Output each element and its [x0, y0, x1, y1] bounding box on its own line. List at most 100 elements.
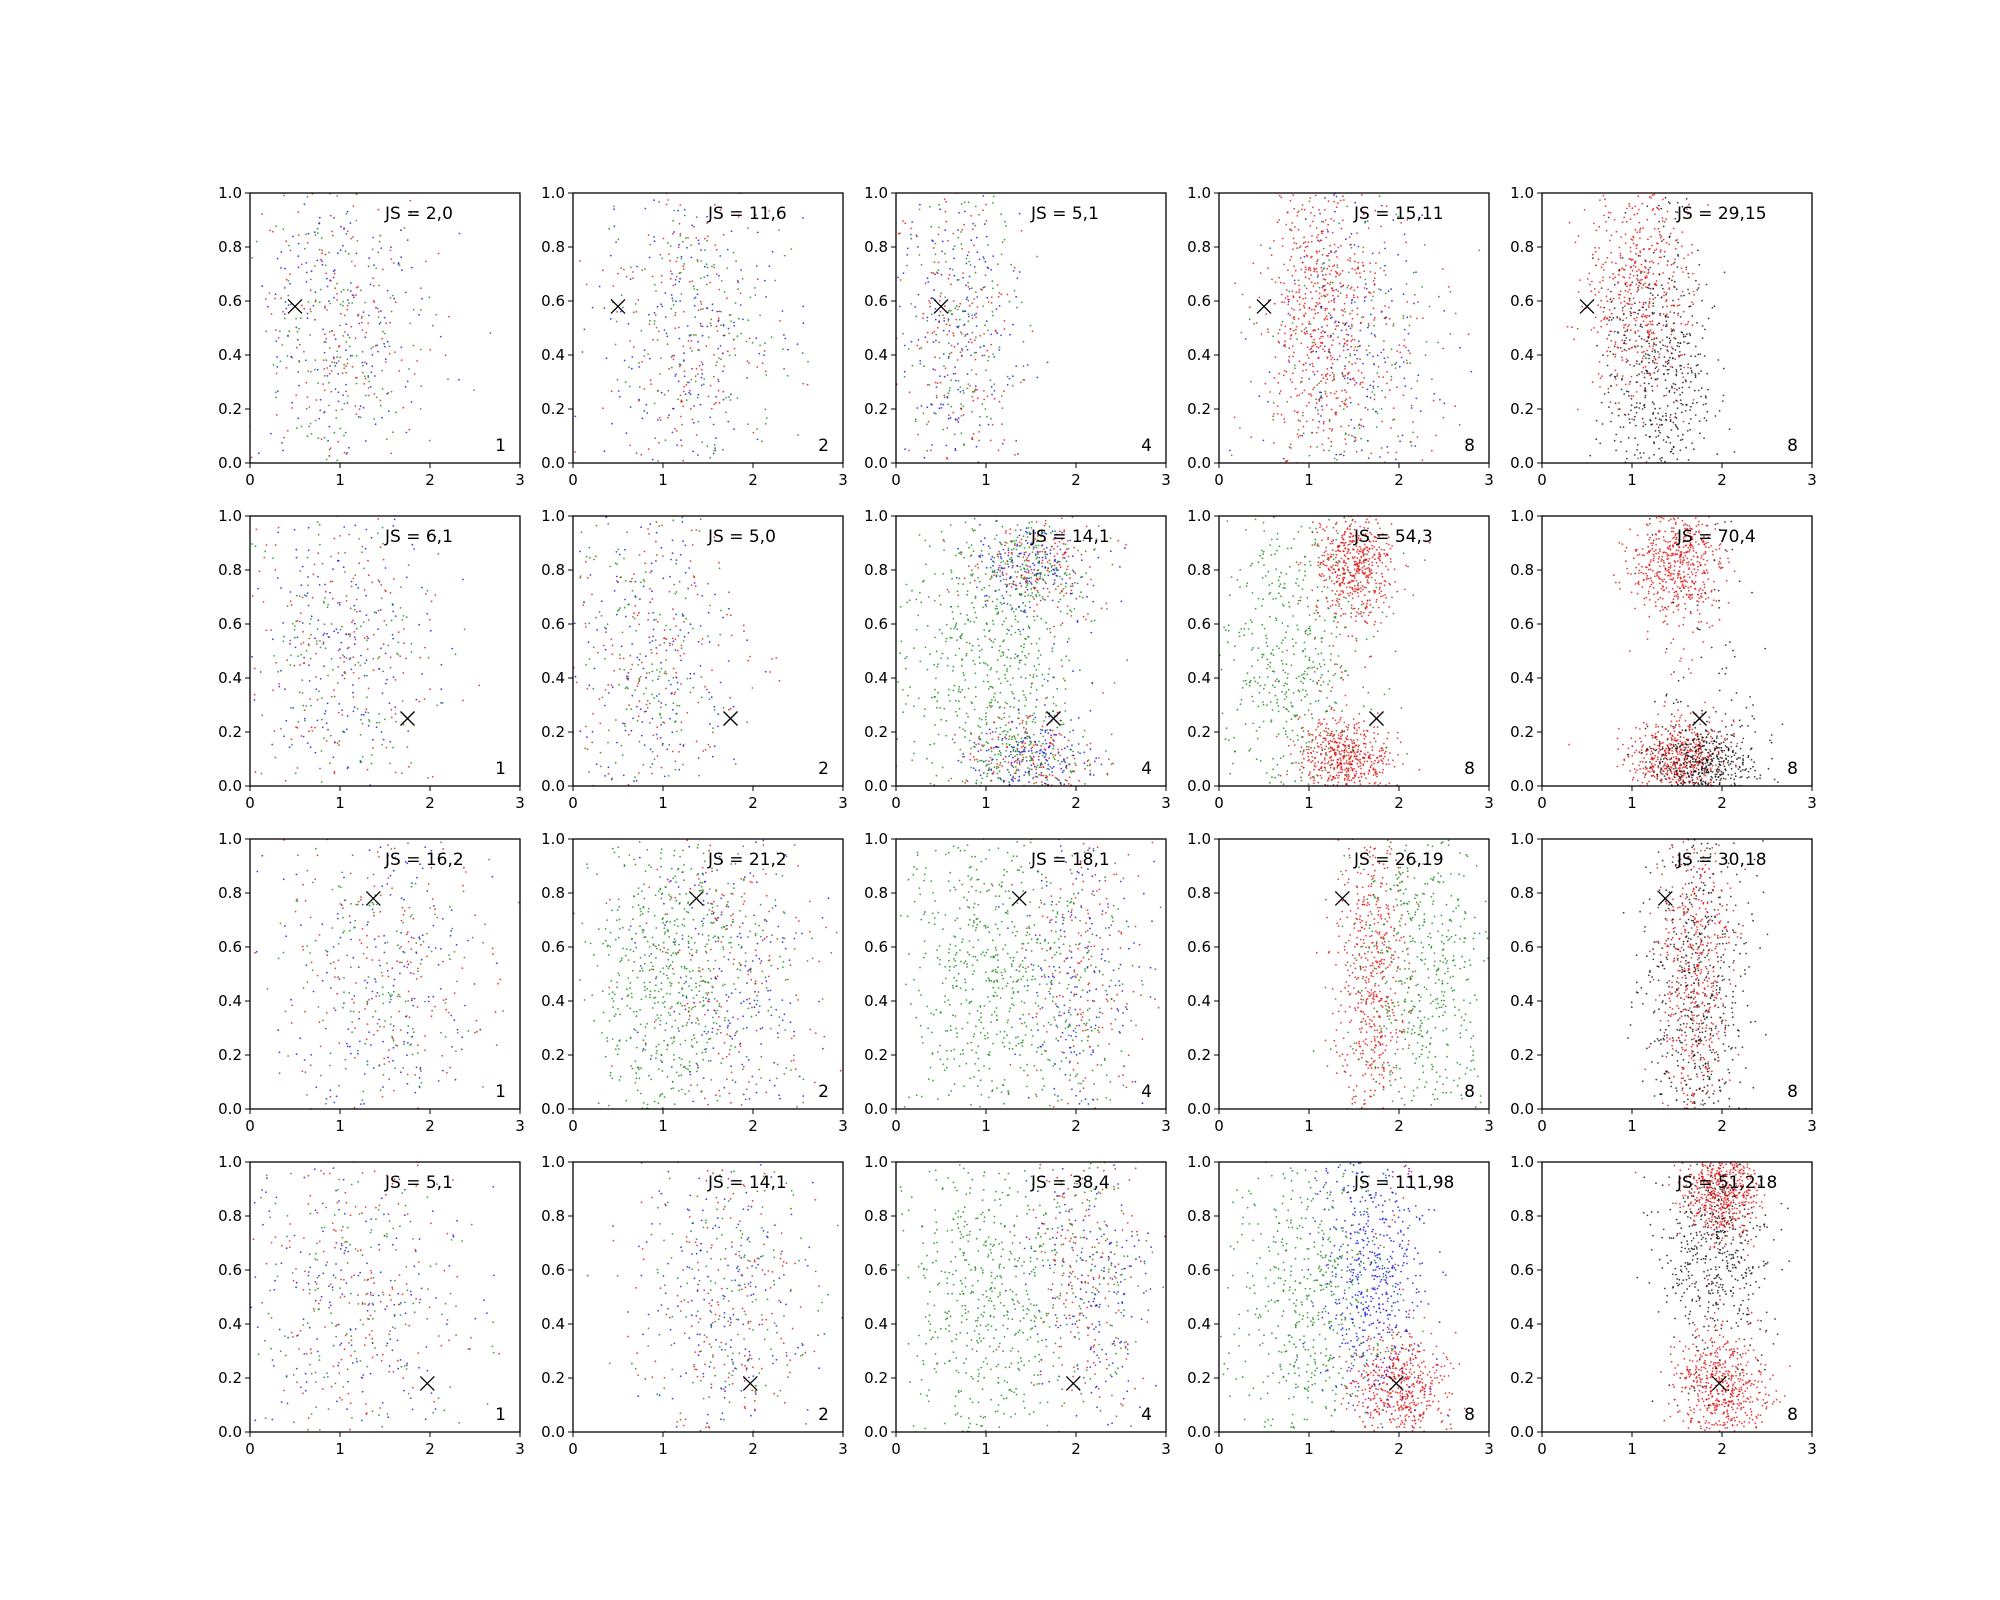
scatter-point [1421, 459, 1424, 462]
scatter-point [1344, 374, 1347, 377]
scatter-point [295, 326, 298, 329]
scatter-point [1454, 405, 1457, 408]
scatter-point [1048, 591, 1051, 594]
scatter-point [656, 305, 659, 308]
scatter-points [1566, 193, 1736, 463]
scatter-point [712, 423, 715, 426]
scatter-point [975, 351, 978, 354]
js-label: JS = 15,11 [1353, 204, 1444, 224]
scatter-point [1035, 593, 1037, 596]
scatter-point [641, 417, 644, 420]
scatter-point [1027, 571, 1030, 574]
scatter-point [1598, 360, 1601, 363]
scatter-point [957, 388, 959, 391]
scatter-point [257, 587, 259, 590]
scatter-point [600, 765, 602, 768]
scatter-point [343, 661, 345, 663]
scatter-point [783, 254, 786, 257]
scatter-point [1350, 335, 1353, 337]
scatter-point [753, 287, 756, 289]
scatter-point [1004, 562, 1007, 565]
scatter-point [358, 538, 360, 540]
scatter-point [663, 672, 666, 675]
x-tick-label: 0 [245, 471, 255, 489]
scatter-point [1319, 396, 1322, 399]
scatter-point [1691, 243, 1693, 246]
scatter-point [643, 692, 645, 695]
scatter-point [353, 636, 356, 638]
scatter-point [1056, 606, 1059, 609]
scatter-point [1621, 221, 1624, 223]
scatter-point [384, 567, 387, 569]
scatter-point [746, 639, 748, 642]
scatter-point [1651, 350, 1654, 353]
scatter-point [1080, 559, 1083, 562]
scatter-point [1392, 419, 1394, 421]
scatter-point [665, 687, 667, 690]
scatter-point [641, 360, 643, 363]
scatter-point [327, 636, 330, 638]
scatter-point [1289, 328, 1292, 330]
scatter-point [352, 619, 354, 622]
scatter-point [674, 768, 677, 771]
scatter-point [333, 357, 335, 360]
scatter-point [949, 267, 951, 270]
scatter-point [1629, 329, 1632, 332]
y-tick-label: 0.8 [218, 561, 242, 579]
scatter-point [1431, 378, 1433, 381]
scatter-point [713, 375, 715, 378]
scatter-point [390, 716, 393, 719]
scatter-point [706, 239, 708, 242]
scatter-point [1688, 386, 1691, 389]
scatter-point [1392, 323, 1395, 325]
scatter-point [1305, 420, 1308, 423]
scatter-point [1350, 345, 1353, 348]
scatter-point [1641, 371, 1643, 373]
scatter-point [1335, 195, 1338, 198]
scatter-point [349, 635, 351, 638]
scatter-point [1291, 274, 1294, 277]
scatter-point [1397, 215, 1400, 218]
scatter-point [689, 389, 691, 392]
scatter-point [306, 742, 309, 744]
scatter-point [1317, 239, 1319, 242]
scatter-point [1324, 392, 1327, 395]
scatter-point [1298, 288, 1301, 291]
scatter-point [1674, 217, 1677, 220]
scatter-point [1684, 324, 1687, 326]
scatter-point [719, 209, 722, 212]
scatter-point [1281, 237, 1284, 240]
scatter-point [910, 303, 913, 305]
scatter-point [697, 340, 699, 343]
scatter-point [1666, 345, 1669, 348]
scatter-point [346, 230, 349, 233]
scatter-point [1691, 301, 1693, 303]
scatter-point [354, 264, 356, 267]
scatter-point [671, 539, 674, 542]
scatter-point [1651, 209, 1654, 212]
scatter-point [1628, 276, 1631, 279]
scatter-points [896, 193, 1049, 463]
scatter-point [984, 274, 987, 277]
scatter-point [1615, 433, 1618, 436]
scatter-point [1360, 418, 1362, 421]
scatter-point [325, 337, 328, 340]
scatter-point [934, 253, 937, 256]
scatter-point [634, 605, 637, 607]
scatter-point [627, 677, 629, 680]
scatter-point [1100, 607, 1103, 610]
scatter-point [1637, 289, 1640, 291]
scatter-point [646, 412, 649, 414]
scatter-point [1335, 250, 1337, 253]
scatter-point [294, 646, 297, 649]
scatter-point [1687, 288, 1689, 291]
scatter-point [611, 653, 614, 655]
scatter-point [958, 305, 961, 308]
scatter-point [278, 685, 281, 688]
scatter-point [717, 378, 719, 381]
panel-grid: 0 1 2 30.00.20.40.60.81.0JS = 2,010 1 2 30.00.… [218, 184, 1817, 1458]
scatter-point [584, 560, 587, 563]
scatter-point [326, 375, 329, 377]
scatter-point [983, 390, 985, 392]
scatter-point [1038, 594, 1041, 597]
